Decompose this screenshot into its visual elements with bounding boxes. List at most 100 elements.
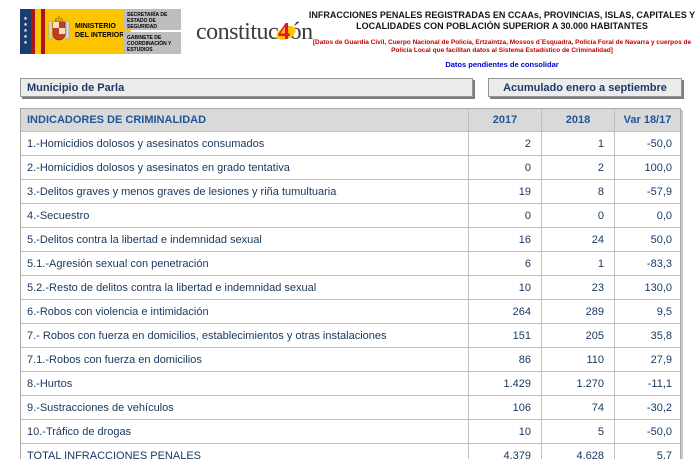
value-2017: 86: [468, 348, 541, 371]
column-header-indicators: INDICADORES DE CRIMINALIDAD: [27, 114, 207, 126]
spain-flag-yellow-stripe: [35, 9, 41, 54]
value-2018: 289: [541, 300, 614, 323]
logo-number-4: 4: [278, 19, 290, 45]
row-label: 6.-Robos con violencia e intimidación: [27, 305, 209, 318]
row-label: 4.-Secuestro: [27, 209, 90, 222]
value-2018: 23: [541, 276, 614, 299]
column-header-2017: 2017: [468, 109, 541, 131]
value-2018: 0: [541, 204, 614, 227]
value-2018: 8: [541, 180, 614, 203]
page-title-line2: LOCALIDADES CON POBLACIÓN SUPERIOR A 30.…: [356, 21, 648, 31]
value-var: -57,9: [614, 180, 680, 203]
source-note: [Datos de Guardia Civil, Cuerpo Nacional…: [312, 39, 692, 54]
value-2017: 6: [468, 252, 541, 275]
value-2018: 1: [541, 252, 614, 275]
table-row: 1.-Homicidios dolosos y asesinatos consu…: [21, 131, 680, 155]
value-2018: 5: [541, 420, 614, 443]
row-label: 8.-Hurtos: [27, 377, 73, 390]
value-2018: 2: [541, 156, 614, 179]
value-2017: 0: [468, 156, 541, 179]
star-icon: ★: [23, 16, 28, 22]
value-var: -50,0: [614, 420, 680, 443]
table-row: 7.1.-Robos con fuerza en domicilios 86 1…: [21, 347, 680, 371]
value-var: 50,0: [614, 228, 680, 251]
row-label: 3.-Delitos graves y menos graves de lesi…: [27, 185, 337, 198]
value-2017: 16: [468, 228, 541, 251]
total-2018: 4.628: [541, 444, 614, 459]
municipality-selector[interactable]: Municipio de Parla: [20, 78, 473, 97]
spain-flag-red-stripe: [31, 9, 35, 54]
constitucion40-logo: constituc4ón: [196, 19, 313, 46]
row-label: 1.-Homicidios dolosos y asesinatos consu…: [27, 137, 265, 150]
pending-data-note: Datos pendientes de consolidar: [445, 60, 559, 69]
table-row: 2.-Homicidios dolosos y asesinatos en gr…: [21, 155, 680, 179]
value-2018: 1: [541, 132, 614, 155]
row-label: 5.1.-Agresión sexual con penetración: [27, 257, 209, 270]
coat-of-arms-icon: [48, 13, 70, 50]
total-2017: 4.379: [468, 444, 541, 459]
value-2017: 106: [468, 396, 541, 419]
table-total-row: TOTAL INFRACCIONES PENALES 4.379 4.628 5…: [21, 443, 680, 459]
table-row: 6.-Robos con violencia e intimidación 26…: [21, 299, 680, 323]
cabinet-label: GABINETE DE COORDINACIÓN Y ESTUDIOS: [123, 32, 181, 54]
table-row: 10.-Tráfico de drogas 10 5 -50,0: [21, 419, 680, 443]
value-2017: 10: [468, 276, 541, 299]
row-label: 10.-Tráfico de drogas: [27, 425, 132, 438]
ministry-logo: ★ ★ ★ ★ ★ MINISTERIO DEL INTER: [20, 9, 132, 54]
table-row: 7.- Robos con fuerza en domicilios, esta…: [21, 323, 680, 347]
table-row: 4.-Secuestro 0 0 0,0: [21, 203, 680, 227]
row-label: 7.1.-Robos con fuerza en domicilios: [27, 353, 202, 366]
table-row: 5.2.-Resto de delitos contra la libertad…: [21, 275, 680, 299]
table-row: 9.-Sustracciones de vehículos 106 74 -30…: [21, 395, 680, 419]
crime-indicators-table: INDICADORES DE CRIMINALIDAD 2017 2018 Va…: [20, 108, 681, 459]
period-selector[interactable]: Acumulado enero a septiembre: [488, 78, 682, 97]
page-title-line1: INFRACCIONES PENALES REGISTRADAS EN CCAA…: [308, 10, 696, 20]
value-var: 0,0: [614, 204, 680, 227]
value-2018: 205: [541, 324, 614, 347]
value-var: 130,0: [614, 276, 680, 299]
row-label: 5.2.-Resto de delitos contra la libertad…: [27, 281, 317, 294]
total-var: 5,7: [614, 444, 680, 459]
table-row: 3.-Delitos graves y menos graves de lesi…: [21, 179, 680, 203]
row-label: 5.-Delitos contra la libertad e indemnid…: [27, 233, 262, 246]
spain-flag-red-stripe: [41, 9, 45, 54]
secretariat-label: SECRETARÍA DE ESTADO DE SEGURIDAD: [123, 9, 181, 30]
value-2017: 151: [468, 324, 541, 347]
value-var: -83,3: [614, 252, 680, 275]
star-icon: ★: [23, 28, 28, 34]
value-2017: 1.429: [468, 372, 541, 395]
value-var: 27,9: [614, 348, 680, 371]
logo-text: constituc: [196, 19, 279, 45]
column-header-2018: 2018: [541, 109, 614, 131]
value-2018: 74: [541, 396, 614, 419]
table-header-row: INDICADORES DE CRIMINALIDAD 2017 2018 Va…: [21, 109, 680, 131]
eu-flag-strip: ★ ★ ★ ★ ★: [20, 9, 31, 54]
star-icon: ★: [23, 40, 28, 46]
ministry-name: MINISTERIO DEL INTERIOR: [75, 23, 125, 39]
value-var: -11,1: [614, 372, 680, 395]
value-var: -50,0: [614, 132, 680, 155]
ministry-box: MINISTERIO DEL INTERIOR: [45, 9, 132, 54]
table-row: 5.1.-Agresión sexual con penetración 6 1…: [21, 251, 680, 275]
table-row: 8.-Hurtos 1.429 1.270 -11,1: [21, 371, 680, 395]
star-icon: ★: [23, 22, 28, 28]
value-2018: 1.270: [541, 372, 614, 395]
star-icon: ★: [23, 34, 28, 40]
row-label: 2.-Homicidios dolosos y asesinatos en gr…: [27, 161, 290, 174]
value-var: 9,5: [614, 300, 680, 323]
value-2018: 24: [541, 228, 614, 251]
row-label: 7.- Robos con fuerza en domicilios, esta…: [27, 329, 387, 342]
value-2017: 264: [468, 300, 541, 323]
value-2017: 10: [468, 420, 541, 443]
value-2018: 110: [541, 348, 614, 371]
value-2017: 0: [468, 204, 541, 227]
value-var: 35,8: [614, 324, 680, 347]
total-label: TOTAL INFRACCIONES PENALES: [27, 449, 202, 459]
value-2017: 19: [468, 180, 541, 203]
column-header-var: Var 18/17: [614, 109, 680, 131]
table-row: 5.-Delitos contra la libertad e indemnid…: [21, 227, 680, 251]
value-2017: 2: [468, 132, 541, 155]
title-block: INFRACCIONES PENALES REGISTRADAS EN CCAA…: [308, 10, 696, 69]
row-label: 9.-Sustracciones de vehículos: [27, 401, 174, 414]
